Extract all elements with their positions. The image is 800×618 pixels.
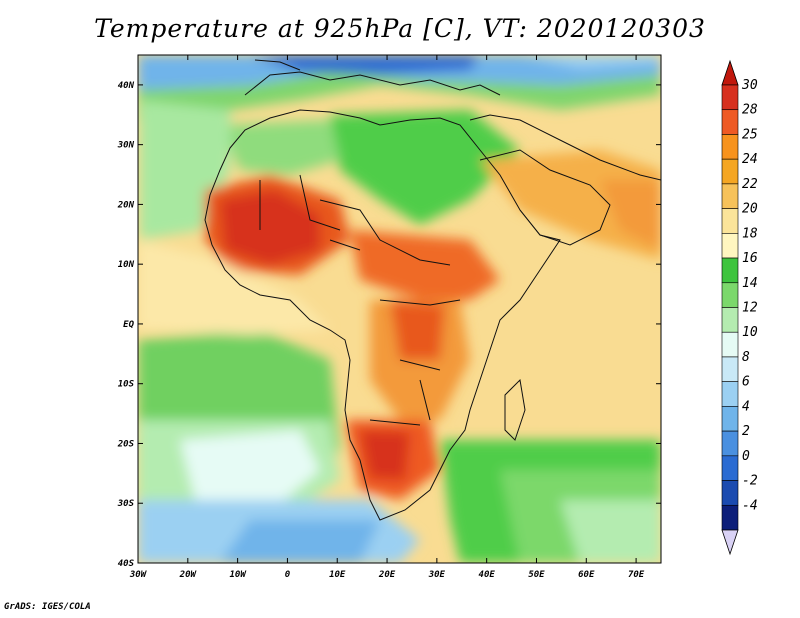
colorbar-swatch [721, 356, 739, 382]
lat-label: 30N [117, 141, 135, 151]
lon-label: 50E [528, 570, 545, 580]
colorbar-swatch [721, 455, 739, 481]
lat-label: 40S [118, 559, 135, 569]
lat-label: 30S [117, 499, 135, 509]
map-frame [137, 54, 662, 564]
lat-label: 10S [118, 380, 135, 390]
lat-label: 10N [118, 260, 135, 270]
colorbar-label: 18 [742, 226, 758, 241]
colorbar-swatch [721, 406, 739, 432]
colorbar-swatch [721, 257, 739, 284]
colorbar-label: 16 [742, 251, 758, 266]
colorbar-label: 0 [742, 449, 750, 464]
lat-label: EQ [123, 320, 134, 330]
colorbar-label: -4 [742, 498, 758, 513]
colorbar-swatch [721, 183, 739, 209]
colorbar-over-arrow [721, 59, 739, 86]
colorbar-label: 6 [742, 375, 750, 390]
colorbar-swatch [721, 430, 739, 457]
lon-label: 40E [479, 570, 496, 580]
colorbar-label: 28 [742, 103, 758, 118]
colorbar-swatch [721, 307, 739, 333]
map-ticks: 30W 20W 10W 0 10E 20E 30E 40E 50E 60E 70E 40N 30N 20N… [117, 55, 661, 580]
colorbar-label: 8 [742, 350, 750, 365]
lon-label: 0 [285, 570, 291, 580]
colorbar-swatch [721, 158, 739, 185]
colorbar-label: 25 [742, 127, 758, 142]
colorbar-label: 14 [742, 276, 758, 291]
colorbar-label: 20 [742, 202, 758, 217]
colorbar-swatch [721, 109, 739, 135]
colorbar-swatch [721, 84, 739, 111]
colorbar-label: 2 [742, 424, 750, 439]
colorbar-label: -2 [742, 474, 758, 489]
colorbar-swatch [721, 480, 739, 506]
colorbar-label: 24 [742, 152, 758, 167]
colorbar-label: 10 [742, 325, 758, 340]
colorbar-swatch [721, 504, 739, 531]
colorbar-swatch [721, 208, 739, 234]
lon-label: 70E [628, 570, 645, 580]
lon-label: 30E [428, 570, 446, 580]
colorbar-label: 22 [742, 177, 758, 192]
lat-label: 20N [117, 200, 135, 210]
colorbar-swatch [721, 381, 739, 407]
colorbar-swatch [721, 233, 739, 259]
colorbar-label: 12 [742, 301, 758, 316]
grads-credit: GrADS: IGES/COLA [4, 602, 91, 612]
colorbar-label: 30 [741, 78, 758, 93]
lon-label: 20E [378, 570, 396, 580]
lon-label: 20W [179, 570, 198, 580]
temperature-field [138, 55, 661, 563]
colorbar-swatch [721, 331, 739, 358]
lat-label: 20S [117, 439, 135, 449]
lon-label: 10W [229, 570, 247, 580]
map-title: Temperature at 925hPa [C], VT: 202012030… [94, 14, 706, 43]
colorbar-label: 4 [742, 399, 750, 414]
lon-label: 30W [129, 570, 148, 580]
coastlines [204, 59, 661, 521]
colorbar-swatch [721, 134, 739, 160]
colorbar-swatch [721, 282, 739, 308]
lon-label: 60E [578, 570, 595, 580]
colorbar-under-arrow [721, 529, 739, 556]
lat-label: 40N [118, 81, 135, 91]
lon-label: 10E [329, 570, 346, 580]
